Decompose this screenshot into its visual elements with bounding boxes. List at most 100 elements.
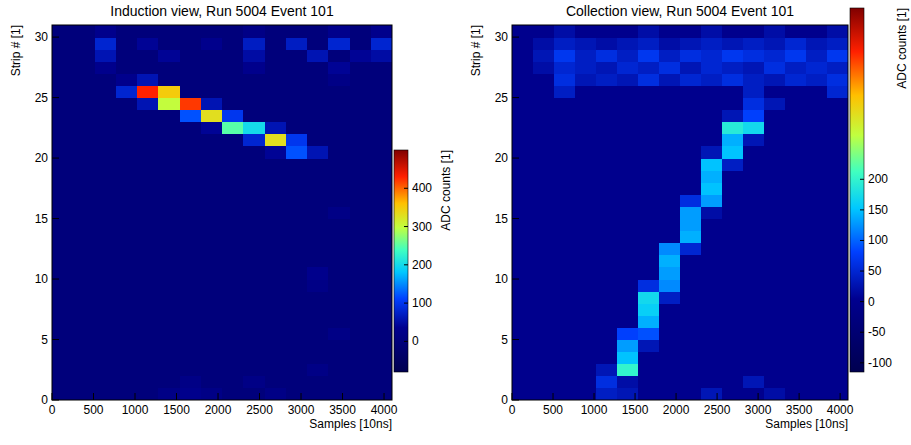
cell xyxy=(73,352,95,365)
cell xyxy=(73,255,95,268)
cell xyxy=(701,49,723,62)
cell xyxy=(286,194,308,207)
cell xyxy=(533,122,555,135)
cell xyxy=(350,327,372,340)
cell xyxy=(533,98,555,111)
cell xyxy=(596,182,618,195)
colorbar-title: ADC counts [1] xyxy=(439,150,453,231)
y-tick-label: 10 xyxy=(495,272,509,286)
cell xyxy=(201,49,223,62)
cell xyxy=(158,158,180,171)
cell xyxy=(701,388,723,400)
cell xyxy=(201,98,223,111)
cell xyxy=(722,231,744,244)
cell xyxy=(554,291,576,304)
cell xyxy=(638,194,660,207)
cell xyxy=(638,182,660,195)
cell xyxy=(52,194,74,207)
cell xyxy=(785,146,807,159)
cell xyxy=(596,170,618,183)
cell xyxy=(806,61,828,74)
cell xyxy=(328,364,350,377)
cell xyxy=(307,170,329,183)
cell xyxy=(806,110,828,123)
cell xyxy=(554,315,576,328)
cell xyxy=(596,291,618,304)
cell xyxy=(158,122,180,135)
cell xyxy=(785,37,807,50)
colorbar-tick xyxy=(860,240,864,241)
cell xyxy=(533,267,555,280)
cell xyxy=(286,182,308,195)
cell xyxy=(575,388,597,400)
y-tick-label: 15 xyxy=(495,212,509,226)
cell xyxy=(201,364,223,377)
cell xyxy=(158,315,180,328)
cell xyxy=(371,122,392,135)
cell xyxy=(596,110,618,123)
cell xyxy=(743,25,765,38)
cell xyxy=(638,376,660,389)
cell xyxy=(827,37,848,50)
cell xyxy=(137,73,159,86)
cell xyxy=(827,352,848,365)
cell xyxy=(201,206,223,219)
cell xyxy=(137,25,159,38)
cell xyxy=(350,85,372,98)
cell xyxy=(307,158,329,171)
cell xyxy=(554,73,576,86)
cell xyxy=(371,327,392,340)
cell xyxy=(743,267,765,280)
cell xyxy=(785,110,807,123)
cell xyxy=(137,388,159,400)
cell xyxy=(575,146,597,159)
cell xyxy=(286,352,308,365)
cell xyxy=(596,376,618,389)
cell xyxy=(180,255,202,268)
cell xyxy=(785,364,807,377)
cell xyxy=(286,134,308,147)
cell xyxy=(73,182,95,195)
cell xyxy=(512,122,534,135)
cell xyxy=(243,194,265,207)
cell xyxy=(243,303,265,316)
cell xyxy=(201,291,223,304)
cell xyxy=(764,327,786,340)
cell xyxy=(701,194,723,207)
cell xyxy=(722,194,744,207)
colorbar-tick-label: 0 xyxy=(412,334,419,348)
cell xyxy=(158,37,180,50)
x-tick xyxy=(512,393,513,400)
cell xyxy=(371,134,392,147)
cell xyxy=(265,315,287,328)
colorbar-tick xyxy=(860,362,864,363)
cell xyxy=(95,49,117,62)
cell xyxy=(554,255,576,268)
cell xyxy=(52,206,74,219)
cell xyxy=(596,364,618,377)
cell xyxy=(243,61,265,74)
cell xyxy=(95,85,117,98)
x-tick xyxy=(758,393,759,400)
x-tick xyxy=(259,393,260,400)
cell xyxy=(180,352,202,365)
cell xyxy=(137,158,159,171)
cell xyxy=(265,158,287,171)
cell xyxy=(307,25,329,38)
cell xyxy=(554,146,576,159)
y-tick xyxy=(512,339,519,340)
cell xyxy=(659,85,681,98)
cell xyxy=(512,182,534,195)
cell xyxy=(180,194,202,207)
cell xyxy=(533,243,555,256)
cell xyxy=(617,182,639,195)
cell xyxy=(680,219,702,232)
cell xyxy=(743,315,765,328)
cell xyxy=(596,25,618,38)
cell xyxy=(638,303,660,316)
x-tick xyxy=(384,393,385,400)
cell xyxy=(785,194,807,207)
cell xyxy=(806,219,828,232)
cell xyxy=(243,49,265,62)
cell xyxy=(158,194,180,207)
